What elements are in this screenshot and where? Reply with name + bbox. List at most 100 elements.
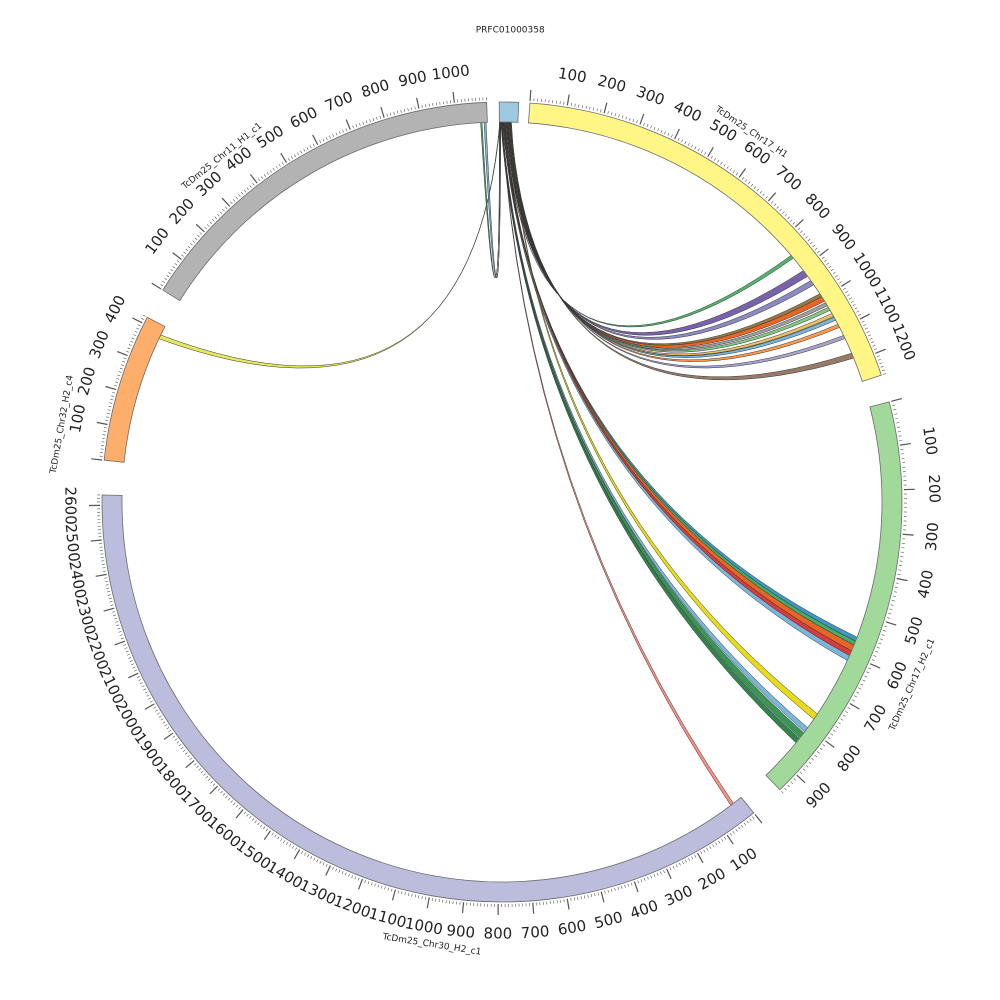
tick-mark <box>114 384 118 387</box>
tick-mark <box>404 892 406 896</box>
tick-mark <box>828 265 832 268</box>
tick-marks <box>89 89 915 915</box>
tick-mark <box>893 409 897 411</box>
tick-mark <box>391 889 397 901</box>
tick-mark <box>875 348 886 354</box>
tick-mark <box>808 761 812 765</box>
tick-mark <box>221 197 231 207</box>
tick-mark <box>659 871 662 875</box>
tick-mark <box>274 834 277 838</box>
tick-mark <box>91 458 103 461</box>
tick-mark <box>817 250 820 253</box>
tick-mark <box>891 600 895 602</box>
tick-mark <box>113 614 117 616</box>
tick-mark <box>118 631 122 633</box>
tick-mark <box>646 124 649 128</box>
tick-mark <box>897 573 901 575</box>
tick-mark <box>114 617 118 620</box>
tick-mark <box>802 768 806 771</box>
tick-mark <box>596 108 598 112</box>
tick-mark <box>355 124 358 128</box>
tick-mark <box>706 847 709 851</box>
tick-mark <box>325 865 332 876</box>
tick-mark <box>723 163 726 167</box>
tick-mark <box>122 360 126 363</box>
tick-mark <box>834 275 838 278</box>
tick-mark <box>707 146 714 157</box>
tick-mark <box>193 762 197 766</box>
tick-mark <box>691 144 694 148</box>
tick-mark <box>106 587 110 589</box>
tick-mark <box>197 234 200 238</box>
tick-mark <box>227 797 231 801</box>
tick-mark <box>894 413 898 415</box>
tick-mark <box>895 582 899 584</box>
tick-mark <box>217 788 221 791</box>
tick-mark <box>230 800 233 803</box>
tick-label: 1000 <box>431 61 471 83</box>
tick-mark <box>812 244 816 248</box>
tick-mark <box>674 128 680 140</box>
tick-mark <box>743 822 747 826</box>
tick-mark <box>374 883 376 887</box>
tick-mark <box>222 793 226 796</box>
tick-mark <box>278 163 281 167</box>
tick-mark <box>585 105 587 109</box>
link-ribbon <box>502 121 850 661</box>
tick-mark <box>805 236 808 239</box>
tick-mark <box>868 667 872 670</box>
tick-mark <box>799 771 803 775</box>
tick-mark <box>587 894 589 898</box>
tick-mark <box>130 340 134 343</box>
tick-mark <box>637 880 639 884</box>
tick-mark <box>629 117 631 121</box>
tick-label: 200 <box>166 195 199 228</box>
tick-mark <box>158 715 162 718</box>
tick-mark <box>845 710 849 713</box>
tick-mark <box>856 691 860 694</box>
tick-label: 700 <box>520 922 550 942</box>
tick-mark <box>574 103 576 107</box>
tick-mark <box>146 694 150 697</box>
tick-mark <box>800 230 803 233</box>
tick-mark <box>206 224 210 227</box>
tick-mark <box>257 822 260 826</box>
tick-mark <box>781 790 784 794</box>
tick-mark <box>367 881 370 885</box>
tick-mark <box>396 110 399 114</box>
tick-mark <box>115 621 119 623</box>
tick-mark <box>697 852 704 864</box>
tick-mark <box>787 216 790 220</box>
tick-mark <box>207 778 211 781</box>
tick-mark <box>735 172 739 176</box>
tick-mark <box>286 842 289 845</box>
chromosome-blocks <box>101 101 903 903</box>
tick-mark <box>888 612 892 615</box>
tick-mark <box>902 533 914 536</box>
tick-mark <box>600 891 605 903</box>
tick-mark <box>643 122 645 126</box>
tick-mark <box>414 106 416 110</box>
tick-mark <box>811 758 815 761</box>
tick-mark <box>251 818 255 821</box>
tick-mark <box>710 155 713 159</box>
tick-label: 1100 <box>367 904 409 931</box>
tick-mark <box>156 712 160 715</box>
tick-mark <box>292 845 295 849</box>
tick-mark <box>386 113 388 117</box>
tick-mark <box>620 885 623 889</box>
tick-mark <box>263 830 272 841</box>
tick-mark <box>134 330 138 333</box>
tick-mark <box>280 152 288 163</box>
tick-mark <box>653 126 656 130</box>
tick-mark <box>729 168 732 172</box>
tick-mark <box>117 374 121 377</box>
tick-mark <box>166 274 170 278</box>
tick-label: 2100 <box>95 665 128 707</box>
tick-mark <box>354 876 357 880</box>
tick-mark <box>316 859 319 863</box>
tick-mark <box>428 103 430 107</box>
tick-mark <box>325 863 328 867</box>
tick-mark <box>116 378 120 380</box>
